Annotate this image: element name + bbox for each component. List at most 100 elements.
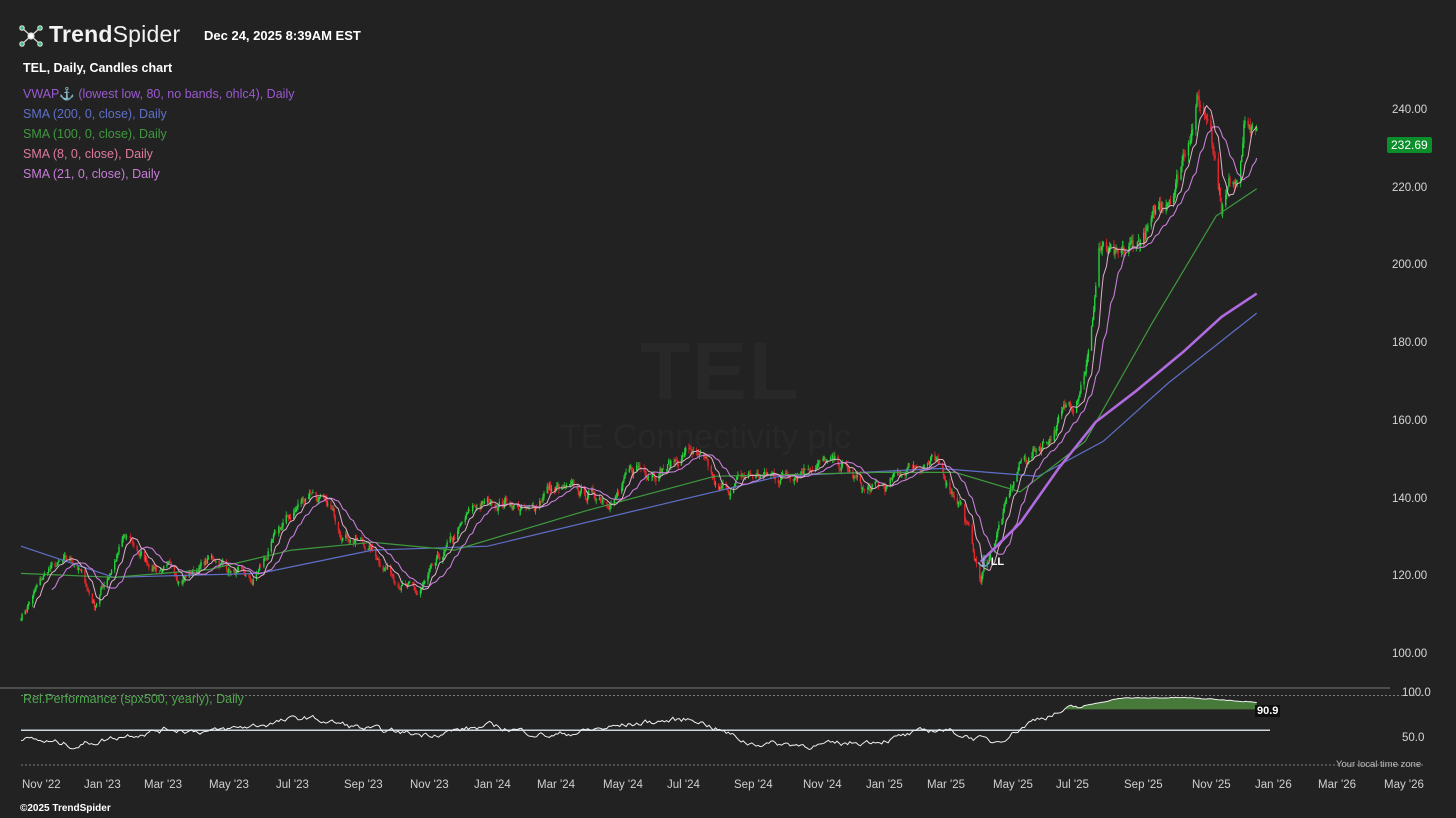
candle-body bbox=[491, 500, 493, 506]
candle-body bbox=[608, 508, 610, 510]
candle-body bbox=[658, 474, 660, 482]
candle-body bbox=[595, 499, 597, 501]
legend-vwap[interactable]: VWAP⚓ (lowest low, 80, no bands, ohlc4),… bbox=[23, 87, 295, 101]
candle-body bbox=[647, 476, 650, 478]
candle-body bbox=[152, 566, 154, 572]
candle-body bbox=[860, 482, 863, 490]
candle-body bbox=[904, 474, 906, 476]
candle-body bbox=[116, 554, 118, 561]
company-watermark: TE Connectivity plc bbox=[560, 418, 851, 456]
candle-body bbox=[267, 551, 269, 559]
candle-body bbox=[935, 459, 937, 461]
candle-body bbox=[1137, 240, 1140, 242]
legend-sma-200[interactable]: SMA (200, 0, close), Daily bbox=[23, 107, 167, 121]
candle-body bbox=[600, 501, 603, 503]
candle-body bbox=[270, 541, 273, 552]
candle-body bbox=[221, 561, 224, 563]
candle-body bbox=[163, 566, 165, 570]
candle-body bbox=[1032, 449, 1034, 457]
candle-body bbox=[511, 504, 513, 510]
candle-body bbox=[94, 605, 97, 608]
candle-body bbox=[853, 476, 855, 479]
candle-body bbox=[76, 564, 79, 571]
candle-body bbox=[1013, 481, 1015, 487]
timezone-label[interactable]: Your local time zone bbox=[1336, 759, 1422, 770]
candle-body bbox=[1243, 124, 1245, 144]
candle-body bbox=[533, 508, 536, 511]
candle-body bbox=[476, 507, 478, 509]
legend-sma-21[interactable]: SMA (21, 0, close), Daily bbox=[23, 167, 160, 181]
candle-body bbox=[891, 477, 894, 481]
candle-body bbox=[1157, 206, 1160, 210]
candle-body bbox=[474, 505, 476, 507]
candle-body bbox=[563, 485, 565, 488]
candle-body bbox=[338, 530, 341, 535]
candle-body bbox=[241, 567, 244, 569]
candle-body bbox=[1255, 127, 1258, 132]
candle-body bbox=[311, 492, 313, 494]
candle-body bbox=[377, 559, 379, 560]
candle-body bbox=[736, 476, 738, 481]
candle-body bbox=[519, 509, 522, 512]
candle-body bbox=[206, 558, 209, 564]
candle-body bbox=[673, 460, 675, 462]
candle-body bbox=[121, 539, 123, 547]
candle-body bbox=[1092, 310, 1095, 320]
candle-body bbox=[712, 477, 715, 479]
candle-body bbox=[660, 468, 662, 473]
candle-body bbox=[980, 578, 982, 583]
candle-body bbox=[144, 557, 147, 560]
candle-body bbox=[525, 507, 527, 509]
candle-body bbox=[794, 477, 797, 479]
candle-body bbox=[86, 586, 88, 589]
candle-body bbox=[1181, 160, 1183, 167]
candle-body bbox=[877, 482, 880, 487]
candle-body bbox=[443, 552, 445, 558]
candle-body bbox=[1091, 319, 1094, 327]
candle-body bbox=[540, 501, 542, 502]
candle-body bbox=[118, 546, 120, 553]
candle-body bbox=[389, 565, 392, 573]
candle-body bbox=[1099, 247, 1101, 251]
candle-body bbox=[861, 487, 864, 490]
candle-body bbox=[177, 581, 180, 584]
candle-body bbox=[1072, 411, 1075, 413]
candle-body bbox=[1244, 120, 1246, 125]
candle-body bbox=[175, 575, 178, 580]
candle-body bbox=[1242, 143, 1244, 156]
date-tick-label: Jan '23 bbox=[84, 779, 121, 791]
candle-body bbox=[230, 571, 232, 573]
candle-body bbox=[572, 480, 574, 482]
candle-body bbox=[51, 562, 53, 565]
candle-body bbox=[542, 497, 544, 502]
candle-body bbox=[996, 534, 998, 541]
candle-body bbox=[233, 569, 235, 572]
candle-body bbox=[348, 540, 350, 543]
candle-body bbox=[40, 578, 42, 580]
legend-sma-100[interactable]: SMA (100, 0, close), Daily bbox=[23, 127, 167, 141]
candle-body bbox=[110, 569, 113, 574]
candle-body bbox=[840, 466, 842, 471]
candle-body bbox=[792, 479, 794, 481]
candle-body bbox=[226, 569, 229, 573]
candle-body bbox=[213, 557, 215, 560]
candle-body bbox=[161, 569, 164, 574]
legend-rel-performance[interactable]: Rel.Performance (spx500, yearly), Daily bbox=[23, 692, 244, 706]
candle-body bbox=[271, 539, 274, 542]
candle-body bbox=[398, 586, 400, 590]
legend-sma-8[interactable]: SMA (8, 0, close), Daily bbox=[23, 147, 153, 161]
candle-body bbox=[1106, 248, 1109, 254]
candle-body bbox=[1167, 203, 1169, 205]
candle-body bbox=[342, 537, 344, 541]
candle-body bbox=[952, 491, 954, 496]
candle-body bbox=[1001, 519, 1003, 525]
candle-body bbox=[889, 477, 891, 486]
candle-body bbox=[785, 472, 787, 474]
candle-body bbox=[475, 505, 477, 509]
candle-body bbox=[1114, 250, 1116, 255]
candle-body bbox=[1130, 241, 1132, 244]
candle-body bbox=[444, 549, 446, 553]
candle-body bbox=[674, 459, 676, 462]
candle-body bbox=[123, 534, 126, 537]
